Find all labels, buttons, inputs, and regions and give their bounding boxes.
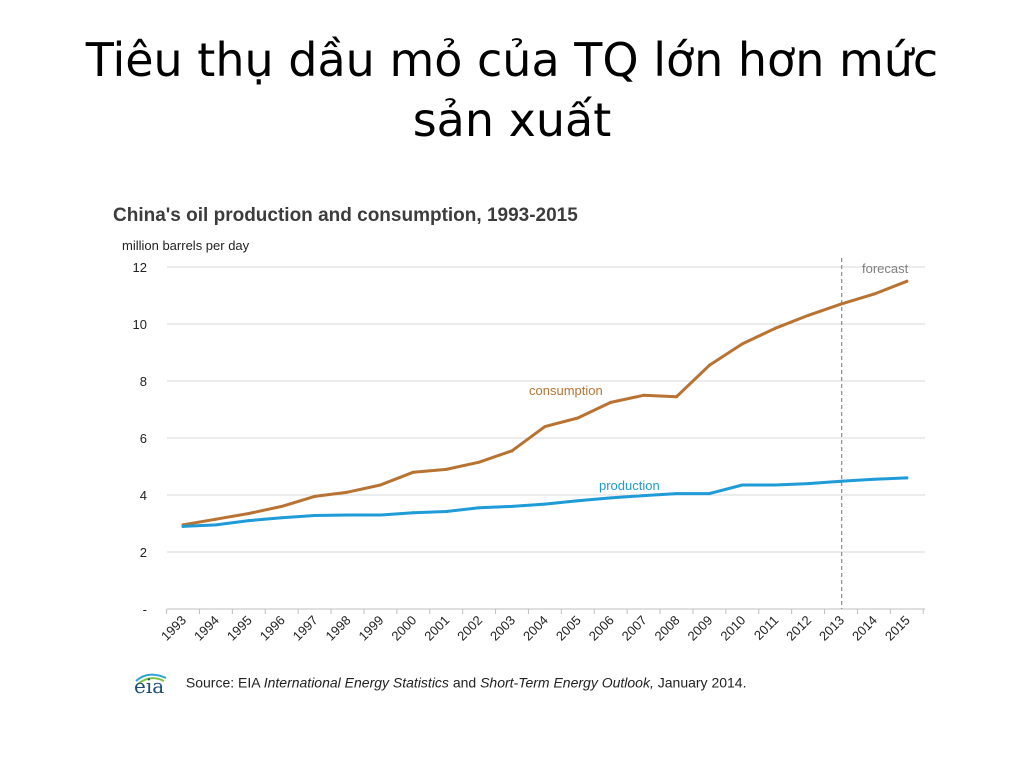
data-point-production <box>510 504 514 508</box>
y-tick-label: 10 <box>133 317 147 332</box>
data-point-production <box>411 511 415 515</box>
data-point-consumption <box>707 363 711 367</box>
source-publication-1: International Energy Statistics <box>263 674 449 691</box>
slide-title: Tiêu thụ dầu mỏ của TQ lớn hơn mức sản x… <box>85 33 939 147</box>
x-tick-label: 1995 <box>224 613 255 644</box>
data-point-production <box>346 513 349 517</box>
data-point-consumption <box>378 483 382 487</box>
grid-layer <box>167 266 925 553</box>
x-tick-label: 2012 <box>783 613 814 644</box>
y-tick-label: 8 <box>140 374 147 389</box>
y-tick-label: 6 <box>140 431 147 446</box>
data-point-production <box>740 483 744 487</box>
x-tick-label: 1994 <box>191 613 222 644</box>
data-point-production <box>642 494 646 498</box>
data-point-production <box>313 514 317 518</box>
data-point-consumption <box>313 494 317 498</box>
axis-layer <box>166 258 925 614</box>
data-point-consumption <box>411 470 415 474</box>
x-tick-label: 2013 <box>816 613 847 644</box>
data-point-production <box>280 516 284 520</box>
data-point-production <box>839 479 843 483</box>
x-tick-label: 1996 <box>257 613 288 644</box>
data-point-consumption <box>642 393 646 397</box>
data-point-production <box>214 523 218 527</box>
source-suffix: January 2014. <box>657 674 747 691</box>
data-point-consumption <box>839 302 843 306</box>
x-tick-label: 2005 <box>553 613 584 644</box>
x-tick-label: 2010 <box>717 613 748 644</box>
units-label: million barrels per day <box>122 238 250 253</box>
data-point-production <box>905 476 909 480</box>
eia-logo: eia <box>134 672 176 698</box>
x-tick-label: 2015 <box>882 613 913 644</box>
data-point-consumption <box>543 425 547 429</box>
eia-logo-arc-icon <box>135 673 167 685</box>
data-point-production <box>707 492 711 496</box>
y-tick-label: - <box>143 602 147 617</box>
data-point-consumption <box>346 490 349 494</box>
source-publication-2: Short-Term Energy Outlook, <box>480 674 654 691</box>
x-tick-label: 2007 <box>619 613 650 644</box>
x-tick-label: 2000 <box>388 613 419 644</box>
x-tick-label: 2011 <box>751 613 781 643</box>
data-point-consumption <box>576 416 580 420</box>
data-point-consumption <box>444 467 448 471</box>
data-point-consumption <box>872 292 876 296</box>
series-label-production: production <box>599 478 660 493</box>
data-point-consumption <box>247 512 251 516</box>
x-tick-label: 2004 <box>520 613 551 644</box>
x-tick-label: 1999 <box>355 613 386 644</box>
y-tick-label: 2 <box>140 545 147 560</box>
data-point-production <box>477 506 481 510</box>
eia-logo-text: eia <box>134 674 165 698</box>
source-middle: and <box>452 674 477 691</box>
data-point-consumption <box>806 313 810 317</box>
data-point-production <box>872 477 876 481</box>
data-point-consumption <box>905 279 909 283</box>
source-prefix: Source: EIA <box>185 674 260 691</box>
x-tick-label: 2009 <box>684 613 715 644</box>
x-tick-label: 1993 <box>158 613 189 644</box>
x-tick-label: 2001 <box>421 613 452 644</box>
x-tick-label: 1997 <box>290 613 321 644</box>
data-point-production <box>773 483 777 487</box>
y-tick-label: 12 <box>133 260 147 275</box>
data-point-production <box>576 499 580 503</box>
x-tick-label: 2002 <box>454 613 485 644</box>
data-point-production <box>181 524 185 528</box>
forecast-label: forecast <box>862 261 909 276</box>
data-point-consumption <box>477 460 481 464</box>
series-label-consumption: consumption <box>529 383 603 398</box>
x-tick-label: 2006 <box>586 613 617 644</box>
x-tick-label: 2008 <box>652 613 683 644</box>
data-point-production <box>543 502 547 506</box>
x-tick-label: 2014 <box>849 613 880 644</box>
data-point-production <box>609 496 613 500</box>
data-point-production <box>444 510 448 514</box>
data-point-consumption <box>609 400 613 404</box>
data-point-consumption <box>510 449 514 453</box>
source-line: eia Source: EIA International Energy Sta… <box>134 672 747 698</box>
x-tick-label: 2003 <box>487 613 518 644</box>
data-point-production <box>806 482 810 486</box>
chart-title: China's oil production and consumption, … <box>113 205 578 226</box>
data-point-production <box>247 519 251 523</box>
data-point-consumption <box>280 504 284 508</box>
y-tick-label: 4 <box>140 488 147 503</box>
series-line-consumption <box>181 279 909 527</box>
series-layer <box>181 279 909 528</box>
data-point-consumption <box>740 342 744 346</box>
data-point-production <box>378 513 382 517</box>
data-point-consumption <box>773 326 777 330</box>
x-tick-label: 1998 <box>323 613 354 644</box>
data-point-consumption <box>675 395 678 399</box>
data-point-consumption <box>214 517 218 521</box>
data-point-production <box>675 492 678 496</box>
